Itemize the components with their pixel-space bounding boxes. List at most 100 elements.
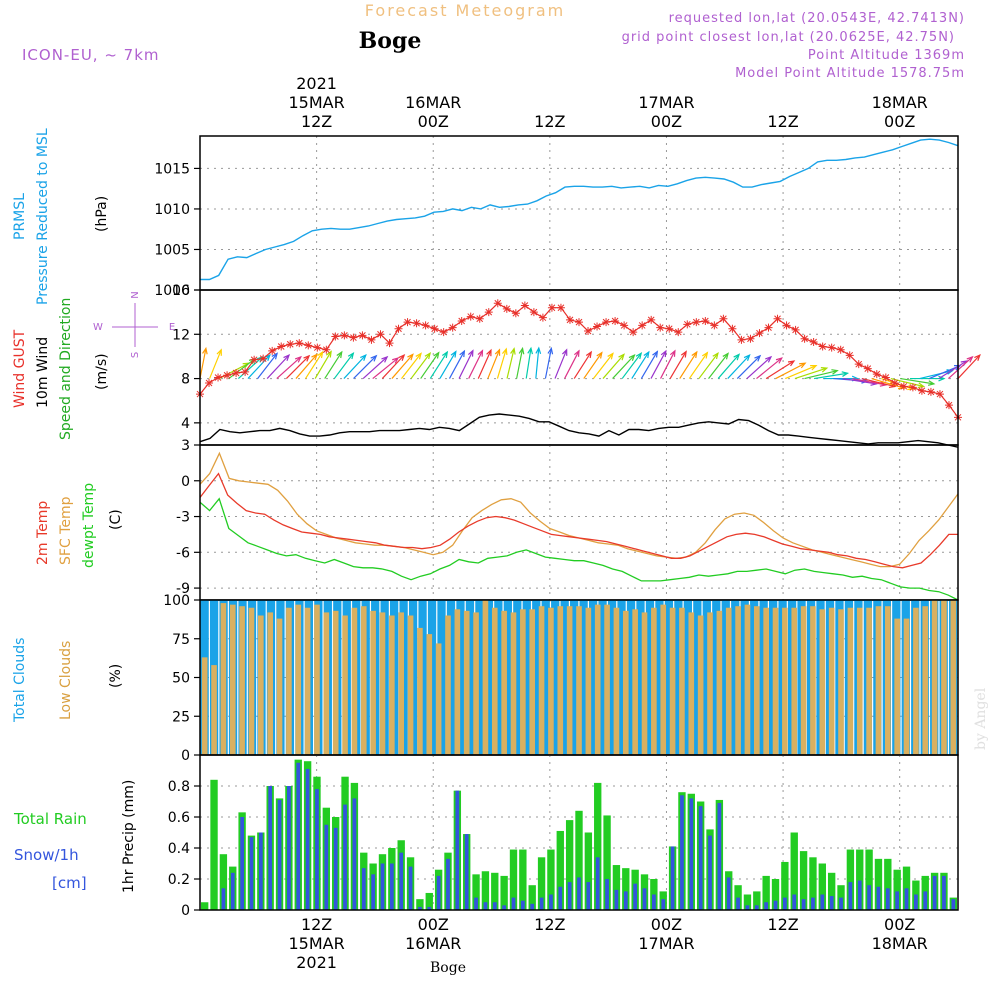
gust-marker bbox=[593, 322, 602, 331]
time-axis-label: 12Z bbox=[301, 915, 332, 934]
wind-arrowhead bbox=[927, 380, 936, 386]
wind-arrowhead bbox=[765, 355, 773, 363]
rain-bar bbox=[874, 858, 883, 910]
wind-dir-label: Speed and Direction bbox=[58, 298, 74, 440]
time-axis-label: 12Z bbox=[301, 112, 332, 131]
wind-arrowhead bbox=[450, 350, 457, 358]
gust-marker bbox=[881, 373, 890, 382]
low-cloud-bar bbox=[557, 606, 564, 755]
compass-rose: N S bbox=[130, 291, 141, 358]
low-cloud-bar bbox=[791, 607, 798, 755]
gust-marker bbox=[737, 335, 746, 344]
low-cloud-bar bbox=[669, 607, 676, 755]
low-cloud-bar bbox=[885, 606, 891, 755]
snow-bar bbox=[474, 897, 478, 910]
snow-bar bbox=[558, 886, 563, 910]
total-cloud-bar bbox=[570, 600, 579, 755]
wind-arrow bbox=[516, 348, 524, 379]
low-cloud-bar bbox=[950, 600, 957, 755]
snow-bar bbox=[680, 795, 684, 910]
low-cloud-bar bbox=[744, 604, 751, 755]
snow-bar bbox=[221, 888, 226, 910]
wind-arrowhead bbox=[459, 349, 466, 358]
time-axis-label: 12Z bbox=[767, 112, 798, 131]
total-cloud-bar bbox=[664, 600, 674, 755]
wind-arrow bbox=[842, 377, 877, 385]
snow-bar bbox=[436, 875, 441, 910]
total-cloud-bar bbox=[560, 600, 569, 755]
wind-arrow bbox=[871, 377, 905, 389]
requested-coords: requested lon,lat (20.0543E, 42.7413N) bbox=[669, 11, 965, 26]
wind-arrowhead bbox=[596, 351, 603, 359]
t2m-label: 2m Temp bbox=[35, 501, 51, 565]
rain-bar bbox=[865, 849, 873, 910]
wind-arrow bbox=[890, 377, 924, 388]
snow-bar bbox=[408, 866, 413, 910]
snow-bar bbox=[455, 790, 460, 910]
gust-marker bbox=[665, 324, 674, 333]
snow-bar bbox=[446, 858, 450, 910]
rain-bar bbox=[790, 832, 798, 910]
snow-bar bbox=[942, 875, 946, 910]
wind-arrow bbox=[919, 370, 953, 380]
product-title: Forecast Meteogram bbox=[365, 1, 565, 20]
precip-labels: Total Rain Snow/1h [cm] 1hr Precip (mm) bbox=[13, 780, 137, 893]
wind-arrowhead bbox=[415, 352, 422, 360]
gust-marker bbox=[602, 318, 611, 327]
y-tick-label: 75 bbox=[172, 632, 190, 648]
wind-arrowhead bbox=[441, 350, 449, 359]
low-cloud-bar bbox=[370, 610, 376, 755]
wind-arrowhead bbox=[202, 346, 208, 355]
low-cloud-bar bbox=[220, 603, 227, 755]
sfc-temp-label: SFC Temp bbox=[58, 496, 74, 565]
gust-marker bbox=[710, 321, 719, 330]
total-cloud-bar bbox=[494, 600, 503, 755]
total-cloud-bar bbox=[437, 600, 446, 755]
gust-marker bbox=[547, 303, 556, 312]
wind-unit-label: (m/s) bbox=[94, 353, 110, 390]
wind-arrow bbox=[314, 351, 332, 379]
snow-bar bbox=[857, 880, 862, 910]
wind-arrowhead bbox=[486, 348, 492, 357]
wind-arrowhead bbox=[518, 346, 525, 355]
wind-arrow bbox=[506, 348, 515, 379]
gust-marker bbox=[520, 301, 529, 310]
snow-bar bbox=[811, 897, 815, 910]
low-cloud-bar bbox=[679, 607, 685, 755]
total-cloud-bar bbox=[588, 600, 598, 755]
time-axis-label: 00Z bbox=[418, 915, 449, 934]
rain-bar bbox=[575, 810, 583, 910]
wind-arrowhead bbox=[607, 352, 614, 360]
gust-marker bbox=[764, 323, 773, 332]
wind-arrow bbox=[660, 350, 676, 379]
gust-marker bbox=[773, 314, 782, 323]
total-cloud-bar bbox=[617, 600, 626, 755]
snow-bar bbox=[820, 894, 825, 910]
gust-marker bbox=[340, 331, 349, 340]
wind-arrowhead bbox=[535, 346, 542, 354]
low-cloud-bar bbox=[463, 610, 470, 755]
low-cloud-bar bbox=[435, 643, 442, 755]
low-cloud-bar bbox=[613, 607, 620, 755]
wind-arrowhead bbox=[424, 351, 432, 360]
wind-arrow bbox=[861, 377, 896, 388]
snow-bar bbox=[249, 837, 254, 910]
wind-arrowhead bbox=[271, 352, 279, 360]
total-cloud-bar bbox=[532, 600, 541, 755]
wind-labels: Wind GUST 10m Wind Speed and Direction (… bbox=[12, 291, 175, 440]
low-cloud-bar bbox=[520, 609, 526, 755]
low-cloud-bar bbox=[782, 607, 788, 755]
wind-arrow bbox=[544, 348, 552, 379]
gust-marker bbox=[836, 345, 845, 354]
snow-bar bbox=[951, 899, 956, 910]
gust-marker bbox=[575, 318, 583, 327]
snow-bar bbox=[492, 902, 497, 910]
gust-marker bbox=[638, 321, 647, 330]
gust-marker bbox=[683, 320, 692, 329]
snow-bar bbox=[904, 888, 909, 910]
rain-bar bbox=[818, 863, 826, 910]
wind-arrowhead bbox=[879, 381, 888, 387]
low-cloud-bar bbox=[426, 634, 433, 755]
gust-marker bbox=[313, 343, 322, 352]
snow-bar bbox=[352, 798, 357, 910]
